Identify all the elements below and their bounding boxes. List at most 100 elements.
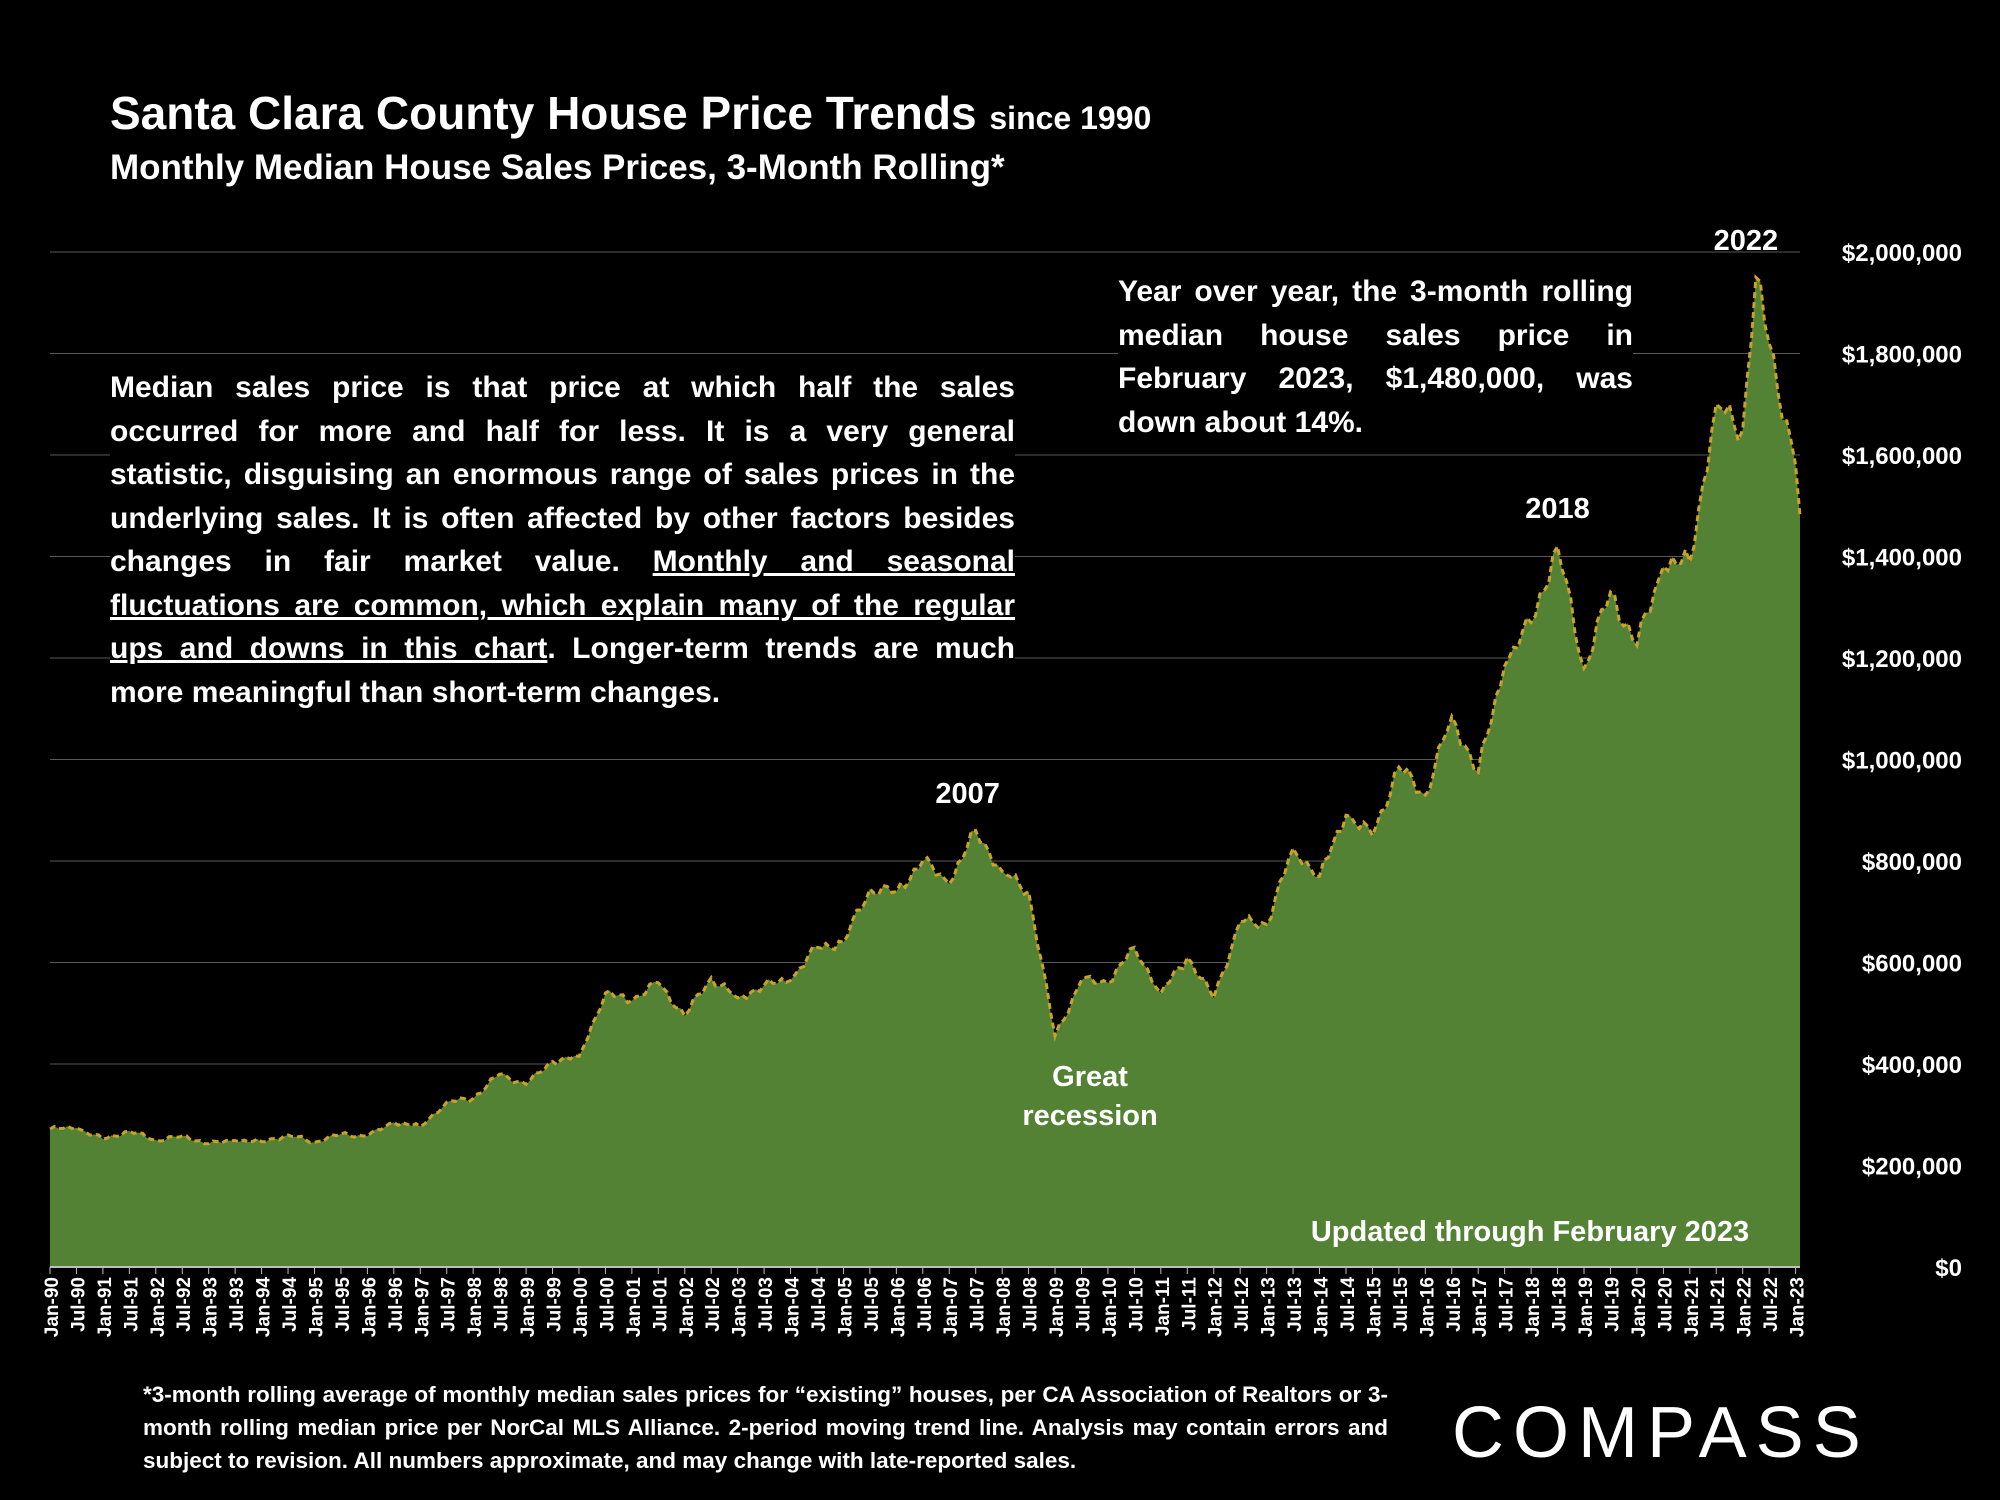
x-tick-label: Jul-01 <box>650 1277 671 1332</box>
x-tick-label: Jul-15 <box>1391 1277 1412 1332</box>
x-tick-label: Jul-94 <box>280 1277 301 1332</box>
x-tick-label: Jul-10 <box>1126 1277 1147 1332</box>
x-tick-label: Jan-11 <box>1153 1277 1174 1337</box>
x-tick-label: Jan-00 <box>571 1277 592 1337</box>
annotation-label: 2022 <box>1714 225 1779 257</box>
x-tick-label: Jul-07 <box>968 1277 989 1332</box>
page-title: Santa Clara County House Price Trends si… <box>110 86 1151 140</box>
x-tick-label: Jul-13 <box>1285 1277 1306 1332</box>
page-subtitle: Monthly Median House Sales Prices, 3-Mon… <box>110 148 1005 187</box>
x-tick-label: Jul-06 <box>915 1277 936 1332</box>
y-tick-label: $400,000 <box>1862 1052 1962 1079</box>
x-tick-label: Jul-18 <box>1550 1277 1571 1332</box>
x-tick-label: Jul-19 <box>1603 1277 1624 1332</box>
y-tick-label: $800,000 <box>1862 849 1962 876</box>
x-tick-label: Jul-11 <box>1179 1277 1200 1331</box>
price-area <box>50 277 1800 1267</box>
median-explanation-note: Median sales price is that price at whic… <box>110 366 1015 714</box>
annotation-label: Updated through February 2023 <box>1311 1216 1749 1248</box>
area-layer <box>49 274 1802 1268</box>
x-tick-label: Jul-04 <box>809 1277 830 1332</box>
x-tick-label: Jul-03 <box>756 1277 777 1332</box>
x-tick-label: Jan-90 <box>42 1277 63 1337</box>
title-main: Santa Clara County House Price Trends <box>110 87 977 139</box>
x-tick-label: Jul-91 <box>121 1277 142 1332</box>
x-tick-label: Jan-18 <box>1523 1277 1544 1337</box>
annotation-label: 2007 <box>935 778 1000 810</box>
x-tick-label: Jan-09 <box>1047 1277 1068 1337</box>
y-tick-label: $1,600,000 <box>1842 443 1962 470</box>
x-tick-label: Jan-92 <box>148 1277 169 1337</box>
note-left-underlined: Monthly and seasonal fluctuations are co… <box>110 545 1015 665</box>
y-tick-label: $1,800,000 <box>1842 342 1962 369</box>
x-tick-label: Jan-04 <box>783 1277 804 1338</box>
x-tick-label: Jul-05 <box>862 1277 883 1332</box>
x-tick-label: Jan-07 <box>941 1277 962 1337</box>
yoy-note: Year over year, the 3-month rolling medi… <box>1118 270 1633 444</box>
x-tick-label: Jul-16 <box>1444 1277 1465 1332</box>
x-tick-label: Jul-96 <box>386 1277 407 1332</box>
y-tick-label: $200,000 <box>1862 1154 1962 1181</box>
y-tick-label: $600,000 <box>1862 951 1962 978</box>
x-tick-label: Jul-93 <box>227 1277 248 1332</box>
compass-logo: COMPASS <box>1452 1393 1870 1473</box>
x-tick-label: Jul-90 <box>68 1277 89 1332</box>
x-tick-label: Jan-16 <box>1417 1277 1438 1337</box>
y-axis: $0 $200,000 $400,000 $600,000 $800,000 $1,000… <box>1842 240 1962 1282</box>
y-tick-label: $0 <box>1935 1255 1962 1282</box>
x-tick-label: Jan-02 <box>677 1277 698 1337</box>
x-tick-label: Jan-22 <box>1735 1277 1756 1337</box>
y-tick-label: $1,400,000 <box>1842 545 1962 572</box>
x-tick-label: Jul-17 <box>1497 1277 1518 1332</box>
x-tick-label: Jan-15 <box>1364 1277 1385 1338</box>
x-tick-label: Jan-97 <box>412 1277 433 1337</box>
x-tick-label: Jul-92 <box>174 1277 195 1332</box>
footnote: *3-month rolling average of monthly medi… <box>143 1382 1388 1473</box>
x-tick-label: Jul-21 <box>1708 1277 1729 1332</box>
x-axis: Jan-90 Jul-90 Jan-91 Jul-91 Jan-92 Jul-92 Jan-… <box>42 1267 1809 1337</box>
annotations: 2007 Great recession 2018 2022 Updated throug… <box>935 225 1778 1248</box>
x-tick-label: Jan-94 <box>254 1277 275 1338</box>
x-tick-label: Jul-00 <box>597 1277 618 1332</box>
x-tick-label: Jan-10 <box>1100 1277 1121 1337</box>
x-tick-label: Jul-09 <box>1074 1277 1095 1332</box>
x-tick-label: Jan-21 <box>1682 1277 1703 1338</box>
x-tick-label: Jul-95 <box>333 1277 354 1332</box>
title-suffix: since 1990 <box>989 100 1152 136</box>
x-tick-label: Jan-12 <box>1206 1277 1227 1337</box>
note-left-plain: Median sales price is that price at whic… <box>110 371 1015 578</box>
x-tick-label: Jan-96 <box>359 1277 380 1337</box>
x-tick-label: Jan-91 <box>95 1277 116 1338</box>
x-tick-label: Jan-03 <box>730 1277 751 1337</box>
annotation-label: Great recession <box>1022 1061 1157 1132</box>
x-tick-label: Jul-08 <box>1021 1277 1042 1332</box>
y-tick-label: $1,200,000 <box>1842 646 1962 673</box>
x-tick-label: Jan-01 <box>624 1277 645 1338</box>
x-tick-label: Jul-97 <box>439 1277 460 1332</box>
x-tick-label: Jan-95 <box>307 1277 328 1338</box>
x-tick-label: Jan-13 <box>1259 1277 1280 1337</box>
y-tick-label: $1,000,000 <box>1842 748 1962 775</box>
x-tick-label: Jul-22 <box>1761 1277 1782 1332</box>
annotation-label: 2018 <box>1525 493 1590 525</box>
x-tick-label: Jan-06 <box>888 1277 909 1337</box>
x-tick-label: Jul-98 <box>492 1277 513 1332</box>
y-tick-label: $2,000,000 <box>1842 240 1962 267</box>
x-tick-label: Jan-14 <box>1312 1277 1333 1338</box>
x-tick-label: Jan-19 <box>1576 1277 1597 1337</box>
x-tick-label: Jul-02 <box>703 1277 724 1332</box>
x-tick-label: Jan-05 <box>836 1277 857 1338</box>
x-tick-label: Jan-23 <box>1788 1277 1809 1337</box>
x-tick-label: Jan-20 <box>1629 1277 1650 1337</box>
x-tick-label: Jul-14 <box>1338 1277 1359 1332</box>
x-tick-label: Jan-08 <box>994 1277 1015 1337</box>
x-tick-label: Jan-93 <box>201 1277 222 1337</box>
x-tick-label: Jan-98 <box>465 1277 486 1337</box>
x-tick-label: Jan-99 <box>518 1277 539 1337</box>
x-tick-label: Jan-17 <box>1470 1277 1491 1337</box>
note-left-tail: . Longer-term trends are much more meani… <box>110 632 1015 709</box>
x-tick-label: Jul-12 <box>1232 1277 1253 1332</box>
x-tick-label: Jul-20 <box>1655 1277 1676 1332</box>
x-tick-label: Jul-99 <box>545 1277 566 1332</box>
